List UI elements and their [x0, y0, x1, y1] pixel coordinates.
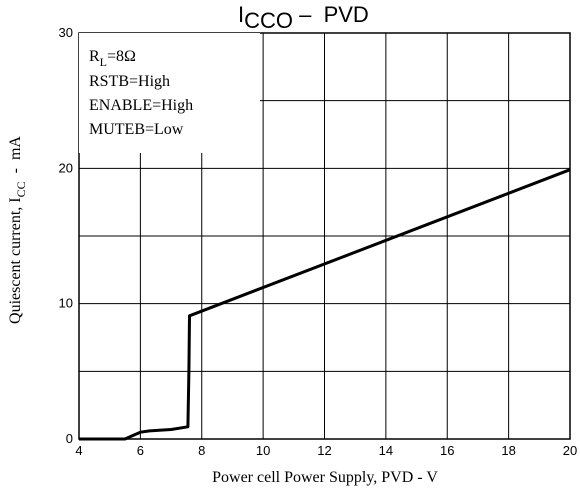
condition-rl-value: =8Ω	[107, 48, 136, 65]
y-tick-label: 20	[59, 160, 73, 175]
condition-box	[79, 33, 260, 153]
x-tick-label: 20	[563, 443, 577, 458]
condition-rl-r: R	[89, 48, 100, 65]
x-tick-label: 18	[501, 443, 515, 458]
tick-labels: 4 6 8 10 12 14 16 18 20 0 10 20 30	[59, 25, 578, 458]
ylabel-sub: CC	[14, 181, 28, 197]
title-rest: – PVD	[293, 2, 369, 27]
condition-rl-sub: L	[100, 55, 107, 69]
series-layer	[79, 168, 571, 441]
x-tick-label: 6	[137, 443, 144, 458]
ylabel-rest: - mA	[7, 136, 24, 182]
condition-rstb: RSTB=High	[89, 73, 170, 90]
x-tick-label: 8	[198, 443, 205, 458]
title-main: I	[238, 2, 244, 27]
plot-frame	[78, 32, 571, 440]
ylabel-main: Quiescent current, I	[7, 197, 24, 324]
y-tick-label: 0	[66, 431, 73, 446]
x-tick-label: 10	[256, 443, 270, 458]
title-sub: CCO	[244, 8, 293, 33]
y-axis-title: Quiescent current, ICC - mA	[7, 136, 28, 324]
x-tick-label: 14	[379, 443, 393, 458]
x-tick-label: 4	[75, 443, 82, 458]
y-tick-label: 10	[59, 296, 73, 311]
x-axis-title: Power cell Power Supply, PVD - V	[212, 469, 438, 486]
y-tick-label: 30	[59, 25, 73, 40]
condition-rl: RL=8Ω	[89, 48, 136, 69]
x-tick-label: 16	[440, 443, 454, 458]
x-tick-label: 12	[317, 443, 331, 458]
condition-enable: ENABLE=High	[89, 97, 193, 114]
series-line	[79, 168, 571, 441]
chart-title: ICCO – PVD	[238, 2, 369, 33]
condition-muteb: MUTEB=Low	[89, 121, 184, 138]
